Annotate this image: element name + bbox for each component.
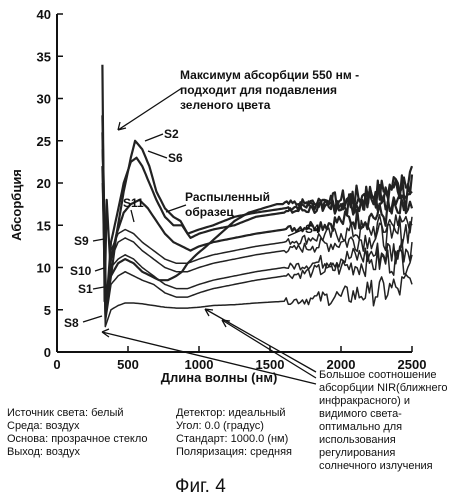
nir-line-8: солнечного излучения — [319, 460, 433, 472]
series-line — [101, 182, 413, 328]
cond-angle: Угол: 0.0 (градус) — [176, 420, 264, 432]
y-tick-label: 5 — [44, 303, 51, 318]
max-note-line-1: Максимум абсорбции 550 нм - — [180, 68, 359, 82]
label-s10: S10 — [70, 264, 92, 278]
y-tick-label: 30 — [37, 92, 51, 107]
series-line — [101, 149, 413, 319]
lead-s1 — [92, 286, 105, 290]
nir-line-2: абсорбции NIR(ближнего — [319, 382, 448, 394]
series-line — [101, 149, 413, 311]
label-s6: S6 — [168, 151, 183, 165]
lead-s10 — [94, 267, 105, 272]
y-tick-label: 0 — [44, 345, 51, 360]
lead-s11 — [130, 209, 135, 223]
nir-line-4: видимого света- — [319, 408, 402, 420]
label-s8: S8 — [64, 316, 79, 330]
y-tick-label: 15 — [37, 218, 51, 233]
y-tick-label: 10 — [37, 261, 51, 276]
sprayed-sample-annotation: Распыленный образец — [165, 190, 270, 219]
nir-arrow-1 — [204, 308, 317, 373]
nir-arrow-3 — [101, 328, 317, 385]
series-line — [101, 166, 413, 324]
nir-line-1: Большое соотношение — [319, 369, 437, 381]
series-line — [101, 166, 413, 311]
lead-s2 — [144, 133, 164, 142]
nir-line-6: использования — [319, 434, 396, 446]
x-tick-label: 500 — [117, 357, 139, 372]
y-tick-label: 20 — [37, 176, 51, 191]
nir-line-5: оптимально для — [319, 421, 402, 433]
max-note-line-3: зеленого цвета — [180, 98, 271, 112]
x-tick-label: 2000 — [327, 357, 356, 372]
label-s2: S2 — [164, 127, 179, 141]
nir-line-7: регулирования — [319, 447, 395, 459]
label-s11: S11 — [123, 196, 144, 210]
label-s4: S4 — [305, 222, 320, 236]
data-series — [101, 64, 414, 328]
x-tick-label: 1500 — [256, 357, 285, 372]
lead-s9 — [92, 238, 105, 242]
cond-medium: Среда: воздух — [7, 420, 80, 432]
cond-detector: Детектор: идеальный — [176, 407, 286, 419]
cond-standard: Стандарт: 1000.0 (нм) — [176, 433, 288, 445]
max-note-arrow — [117, 87, 183, 131]
nir-ratio-annotation: Большое соотношение абсорбции NIR(ближне… — [101, 308, 448, 472]
label-s9: S9 — [74, 234, 89, 248]
cond-substrate: Основа: прозрачное стекло — [7, 433, 148, 445]
max-absorption-annotation: Максимум абсорбции 550 нм - подходит для… — [117, 68, 359, 131]
cond-light-source: Источник света: белый — [7, 407, 124, 419]
sprayed-line-2: образец — [185, 205, 234, 219]
x-tick-label: 0 — [53, 357, 60, 372]
series-line — [101, 140, 413, 319]
lead-s4 — [287, 228, 305, 237]
nir-arrow-2 — [221, 319, 317, 379]
figure-caption: Фиг. 4 — [175, 476, 226, 497]
lead-s8 — [82, 315, 103, 323]
y-axis-label: Абсорбция — [9, 169, 24, 241]
cond-polarization: Поляризация: средняя — [176, 446, 292, 458]
lead-s6 — [147, 150, 168, 159]
measurement-conditions: Источник света: белый Среда: воздух Осно… — [7, 407, 292, 458]
y-tick-label: 25 — [37, 134, 51, 149]
series-labels: S2 S6 S11 S4 S9 S10 S1 S8 — [64, 127, 320, 330]
y-tick-label: 40 — [37, 7, 51, 22]
cond-exit: Выход: воздух — [7, 446, 80, 458]
chart-axes — [56, 14, 412, 353]
axis-ticks: 0 5 10 15 20 25 30 35 40 0 500 1000 1500 2000 2500 — [37, 7, 427, 372]
x-axis-label: Длина волны (нм) — [161, 370, 278, 385]
sprayed-line-1: Распыленный — [185, 190, 270, 204]
max-note-line-2: подходит для подавления — [180, 83, 337, 97]
x-tick-label: 1000 — [185, 357, 214, 372]
x-tick-label: 2500 — [398, 357, 427, 372]
sprayed-lead — [165, 204, 187, 213]
y-tick-label: 35 — [37, 49, 51, 64]
nir-line-3: инфракрасного) и — [319, 395, 410, 407]
label-s1: S1 — [78, 282, 93, 296]
